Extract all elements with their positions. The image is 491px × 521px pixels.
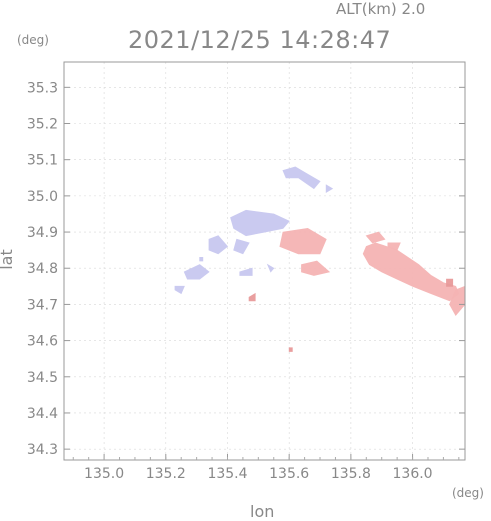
y-tick-label: 34.9 [27,225,58,241]
radar-echo [248,292,256,302]
x-tick-label: 135.6 [269,466,309,482]
radar-echo [279,227,327,255]
y-tick-label: 34.7 [27,297,58,313]
radar-echo [449,285,466,316]
grid-layer [64,62,465,460]
radar-echo [174,285,185,295]
plot-frame [63,61,466,461]
y-axis-unit: (deg) [17,33,49,47]
radar-echo [301,260,331,276]
radar-echo [208,235,229,255]
radar-echo [288,347,293,352]
y-tick-label: 34.5 [27,370,58,386]
x-tick-label: 135.8 [331,466,371,482]
tick-layer: 135.0 135.2 135.4 135.6 135.8 136.0 35.3 35.2 35… [27,80,465,482]
altitude-label: ALT(km) 2.0 [336,0,426,18]
radar-echo [362,242,460,302]
radar-echo [199,256,204,262]
x-tick-label: 135.4 [207,466,247,482]
x-axis-unit: (deg) [452,486,484,500]
radar-echo [230,209,290,237]
timestamp-title: 2021/12/25 14:28:47 [128,26,392,54]
radar-echo [239,267,253,276]
y-tick-label: 34.4 [27,406,58,422]
x-tick-label: 135.2 [146,466,186,482]
x-axis-title: lon [250,502,275,521]
y-tick-label: 35.2 [27,117,58,133]
radar-echo [325,184,334,194]
radar-echo [387,242,401,251]
y-tick-label: 35.3 [27,80,58,96]
x-tick-label: 136.0 [393,466,433,482]
radar-echo [183,264,210,280]
radar-echo [282,166,321,190]
y-tick-label: 35.1 [27,153,58,169]
radar-echo [365,231,386,244]
x-tick-label: 135.0 [84,466,124,482]
y-tick-label: 34.3 [27,442,58,458]
y-tick-label: 34.8 [27,261,58,277]
y-tick-label: 35.0 [27,189,58,205]
radar-echo [266,263,275,273]
radar-echo [233,238,250,255]
radar-echo [446,278,454,287]
echo-layer [174,166,466,352]
y-tick-label: 34.6 [27,334,58,350]
